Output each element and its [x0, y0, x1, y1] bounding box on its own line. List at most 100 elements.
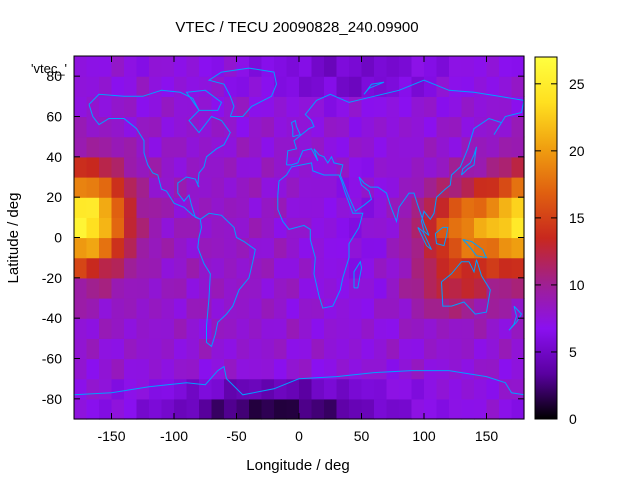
heatmap-cell — [399, 298, 413, 319]
heatmap-cell — [299, 197, 313, 218]
heatmap-cell — [311, 338, 325, 360]
heatmap-cell — [111, 136, 125, 158]
heatmap-cell — [199, 177, 213, 198]
heatmap-cell — [236, 96, 250, 118]
heatmap-cell — [474, 378, 488, 400]
heatmap-cell — [386, 338, 400, 360]
heatmap-cell — [224, 237, 238, 259]
heatmap-cell — [74, 398, 88, 420]
heatmap-cell — [111, 298, 125, 319]
heatmap-cell — [136, 56, 150, 77]
heatmap-cell — [249, 56, 263, 77]
heatmap-cell — [411, 177, 425, 198]
heatmap-cell — [311, 96, 325, 118]
heatmap-cell — [286, 217, 300, 239]
heatmap-cell — [186, 358, 200, 380]
heatmap-cell — [399, 338, 413, 360]
heatmap-cell — [274, 96, 288, 118]
heatmap-cell — [99, 197, 113, 218]
heatmap-cell — [349, 156, 363, 178]
heatmap-cell — [449, 378, 463, 400]
x-tick-label: -100 — [160, 428, 188, 444]
heatmap-cell — [336, 217, 350, 239]
heatmap-cell — [361, 197, 375, 218]
heatmap-cell — [461, 398, 475, 420]
heatmap-cell — [86, 298, 100, 319]
heatmap-cell — [474, 358, 488, 380]
heatmap-cell — [411, 378, 425, 400]
heatmap-cell — [174, 156, 188, 178]
heatmap-cell — [311, 217, 325, 239]
heatmap-cell — [224, 116, 238, 138]
heatmap-cell — [86, 156, 100, 178]
x-axis-label: Longitude / deg — [246, 457, 349, 474]
heatmap-cell — [136, 76, 150, 97]
heatmap-cell — [461, 257, 475, 279]
heatmap-cell — [161, 197, 175, 218]
heatmap-cell — [136, 398, 150, 420]
heatmap-cell — [324, 257, 338, 279]
heatmap-cell — [74, 318, 88, 339]
heatmap-cell — [236, 277, 250, 299]
heatmap-cell — [449, 298, 463, 319]
heatmap-cell — [361, 56, 375, 77]
heatmap-cell — [99, 116, 113, 138]
heatmap-cell — [86, 358, 100, 380]
heatmap-cell — [149, 298, 163, 319]
colorbar-tick-label: 15 — [569, 210, 585, 226]
heatmap-cell — [174, 257, 188, 279]
heatmap-cell — [411, 136, 425, 158]
heatmap-cell — [436, 257, 450, 279]
heatmap-cell — [174, 177, 188, 198]
heatmap-cell — [511, 358, 525, 380]
heatmap-cell — [186, 318, 200, 339]
heatmap-cell — [424, 378, 438, 400]
heatmap-cell — [86, 237, 100, 259]
heatmap-cell — [136, 96, 150, 118]
heatmap-cell — [311, 257, 325, 279]
heatmap-cell — [386, 116, 400, 138]
heatmap-cell — [324, 338, 338, 360]
heatmap-cell — [424, 136, 438, 158]
heatmap-cell — [136, 378, 150, 400]
heatmap-cell — [486, 56, 500, 77]
heatmap-cell — [324, 56, 338, 77]
heatmap-cell — [211, 197, 225, 218]
heatmap-cell — [336, 116, 350, 138]
heatmap-cell — [449, 116, 463, 138]
heatmap-cell — [211, 318, 225, 339]
heatmap-cell — [136, 318, 150, 339]
heatmap-cell — [399, 156, 413, 178]
heatmap-cell — [86, 116, 100, 138]
heatmap-cell — [199, 197, 213, 218]
heatmap-cell — [186, 116, 200, 138]
heatmap-cell — [161, 136, 175, 158]
y-tick-label: -80 — [42, 391, 62, 407]
heatmap-cell — [336, 76, 350, 97]
heatmap-cell — [299, 76, 313, 97]
heatmap-cell — [411, 398, 425, 420]
heatmap-cell — [111, 358, 125, 380]
heatmap-cell — [161, 338, 175, 360]
heatmap-cell — [386, 136, 400, 158]
heatmap-cell — [474, 76, 488, 97]
y-tick-label: 20 — [46, 189, 62, 205]
heatmap-cell — [274, 136, 288, 158]
heatmap-cell — [511, 156, 525, 178]
heatmap-cell — [386, 257, 400, 279]
heatmap-cell — [499, 116, 513, 138]
heatmap-cell — [236, 56, 250, 77]
heatmap-cell — [174, 217, 188, 239]
heatmap-cell — [74, 96, 88, 118]
heatmap-cell — [236, 298, 250, 319]
heatmap-cell — [236, 318, 250, 339]
heatmap-cell — [399, 197, 413, 218]
heatmap-cell — [499, 318, 513, 339]
heatmap-cell — [474, 197, 488, 218]
heatmap-cell — [461, 318, 475, 339]
heatmap-cell — [424, 277, 438, 299]
heatmap-cell — [111, 96, 125, 118]
heatmap-cell — [199, 237, 213, 259]
heatmap-cell — [386, 358, 400, 380]
heatmap-cell — [74, 177, 88, 198]
